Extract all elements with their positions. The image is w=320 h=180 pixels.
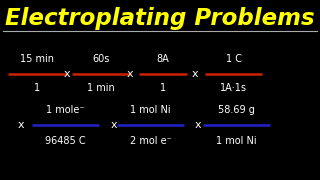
Text: x: x: [126, 69, 133, 79]
Text: 15 min: 15 min: [20, 54, 54, 64]
Text: x: x: [18, 120, 24, 130]
Text: 1 mole⁻: 1 mole⁻: [46, 105, 85, 115]
Text: 58.69 g: 58.69 g: [218, 105, 255, 115]
Text: 60s: 60s: [92, 54, 109, 64]
Text: 1 C: 1 C: [226, 54, 242, 64]
Text: x: x: [64, 69, 70, 79]
Text: 1: 1: [34, 83, 40, 93]
Text: 1 min: 1 min: [87, 83, 115, 93]
Text: Electroplating Problems: Electroplating Problems: [5, 7, 315, 30]
Text: 8A: 8A: [157, 54, 170, 64]
Text: 1A·1s: 1A·1s: [220, 83, 247, 93]
Text: 1 mol Ni: 1 mol Ni: [217, 136, 257, 146]
Text: 96485 C: 96485 C: [45, 136, 86, 146]
Text: x: x: [195, 120, 202, 130]
Text: 1: 1: [160, 83, 166, 93]
Text: 2 mol e⁻: 2 mol e⁻: [130, 136, 171, 146]
Text: x: x: [110, 120, 117, 130]
Text: x: x: [192, 69, 198, 79]
Text: 1 mol Ni: 1 mol Ni: [130, 105, 171, 115]
